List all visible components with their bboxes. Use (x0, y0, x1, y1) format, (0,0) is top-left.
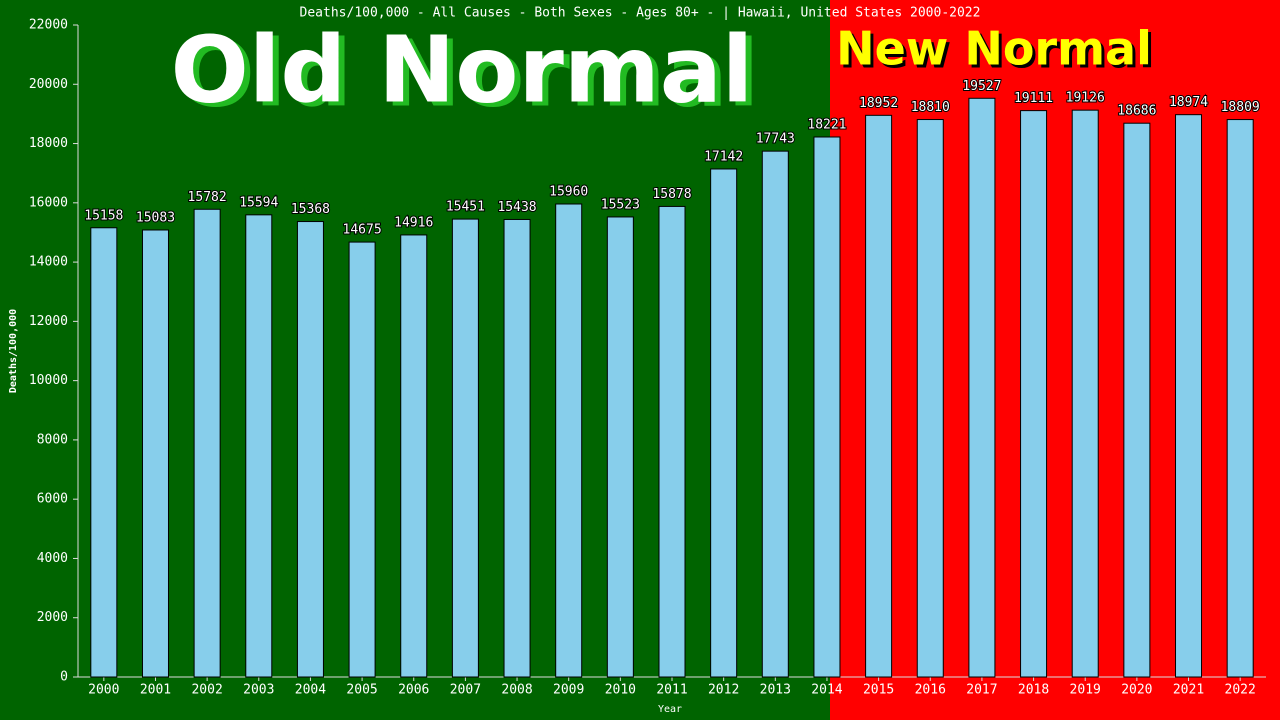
x-tick-label: 2002 (191, 683, 222, 698)
bar (813, 136, 841, 678)
value-label: 18952 (859, 96, 898, 111)
value-label: 15158 (84, 208, 123, 223)
value-label: 15594 (239, 195, 278, 210)
bar (658, 205, 686, 678)
annotation: New Normal (836, 22, 1152, 76)
bar (1071, 109, 1099, 678)
x-tick-label: 2000 (88, 683, 119, 698)
x-tick-label: 2015 (863, 683, 894, 698)
value-label: 15782 (188, 190, 227, 205)
bar (916, 119, 944, 678)
y-tick-label: 2000 (37, 610, 68, 625)
value-label: 15438 (497, 200, 536, 215)
bar (348, 241, 376, 678)
bar (555, 203, 583, 678)
annotation: Old Normal (171, 16, 754, 123)
value-label: 14675 (343, 223, 382, 238)
x-tick-label: 2018 (1018, 683, 1049, 698)
x-tick-label: 2004 (295, 683, 326, 698)
value-label: 15523 (601, 197, 640, 212)
x-tick-label: 2020 (1121, 683, 1152, 698)
value-label: 15878 (652, 187, 691, 202)
y-tick-label: 12000 (29, 314, 68, 329)
y-tick-label: 14000 (29, 255, 68, 270)
bar (761, 150, 789, 678)
x-tick-label: 2012 (708, 683, 739, 698)
x-tick-label: 2014 (811, 683, 842, 698)
bar (193, 208, 221, 678)
value-label: 15083 (136, 210, 175, 225)
x-tick-label: 2010 (605, 683, 636, 698)
value-label: 15960 (549, 185, 588, 200)
x-tick-label: 2011 (656, 683, 687, 698)
x-tick-label: 2008 (501, 683, 532, 698)
x-axis-label: Year (658, 704, 682, 715)
y-tick-label: 0 (60, 670, 68, 685)
bar (865, 114, 893, 678)
bar (400, 234, 428, 678)
new-normal-background (830, 0, 1280, 720)
value-label: 15451 (446, 200, 485, 215)
y-tick-label: 4000 (37, 551, 68, 566)
value-label: 17743 (756, 132, 795, 147)
bar (710, 168, 738, 678)
bar (1020, 110, 1048, 678)
x-tick-label: 2005 (346, 683, 377, 698)
bar (296, 221, 324, 678)
y-tick-label: 22000 (29, 18, 68, 33)
x-tick-label: 2017 (966, 683, 997, 698)
y-tick-label: 10000 (29, 373, 68, 388)
bar (90, 227, 118, 678)
bar (968, 97, 996, 678)
value-label: 18809 (1221, 100, 1260, 115)
bar (1123, 122, 1151, 678)
y-tick-label: 6000 (37, 492, 68, 507)
x-tick-label: 2003 (243, 683, 274, 698)
value-label: 15368 (291, 202, 330, 217)
bar (503, 218, 531, 678)
x-tick-label: 2009 (553, 683, 584, 698)
value-label: 14916 (394, 215, 433, 230)
value-label: 18221 (807, 117, 846, 132)
value-label: 18810 (911, 100, 950, 115)
y-tick-label: 20000 (29, 77, 68, 92)
y-axis-label: Deaths/100,000 (8, 309, 19, 393)
annotation-shadow: New Normal (839, 25, 1155, 79)
bar (245, 214, 273, 678)
bar (1226, 119, 1254, 678)
bar (606, 216, 634, 678)
x-tick-label: 2013 (760, 683, 791, 698)
bar (1175, 114, 1203, 678)
x-tick-label: 2001 (140, 683, 171, 698)
x-tick-label: 2019 (1070, 683, 1101, 698)
value-label: 19111 (1014, 91, 1053, 106)
value-label: 18686 (1117, 104, 1156, 119)
x-tick-label: 2016 (915, 683, 946, 698)
value-label: 17142 (704, 149, 743, 164)
bar (451, 218, 479, 678)
y-tick-label: 16000 (29, 195, 68, 210)
x-tick-label: 2007 (450, 683, 481, 698)
value-label: 19126 (1066, 91, 1105, 106)
y-tick-label: 8000 (37, 432, 68, 447)
bar (141, 229, 169, 678)
x-tick-label: 2006 (398, 683, 429, 698)
value-label: 18974 (1169, 95, 1208, 110)
x-tick-label: 2022 (1225, 683, 1256, 698)
y-tick-label: 18000 (29, 136, 68, 151)
value-label: 19527 (962, 79, 1001, 94)
x-tick-label: 2021 (1173, 683, 1204, 698)
chart-title: Deaths/100,000 - All Causes - Both Sexes… (300, 6, 981, 21)
annotation-shadow: Old Normal (177, 20, 760, 127)
